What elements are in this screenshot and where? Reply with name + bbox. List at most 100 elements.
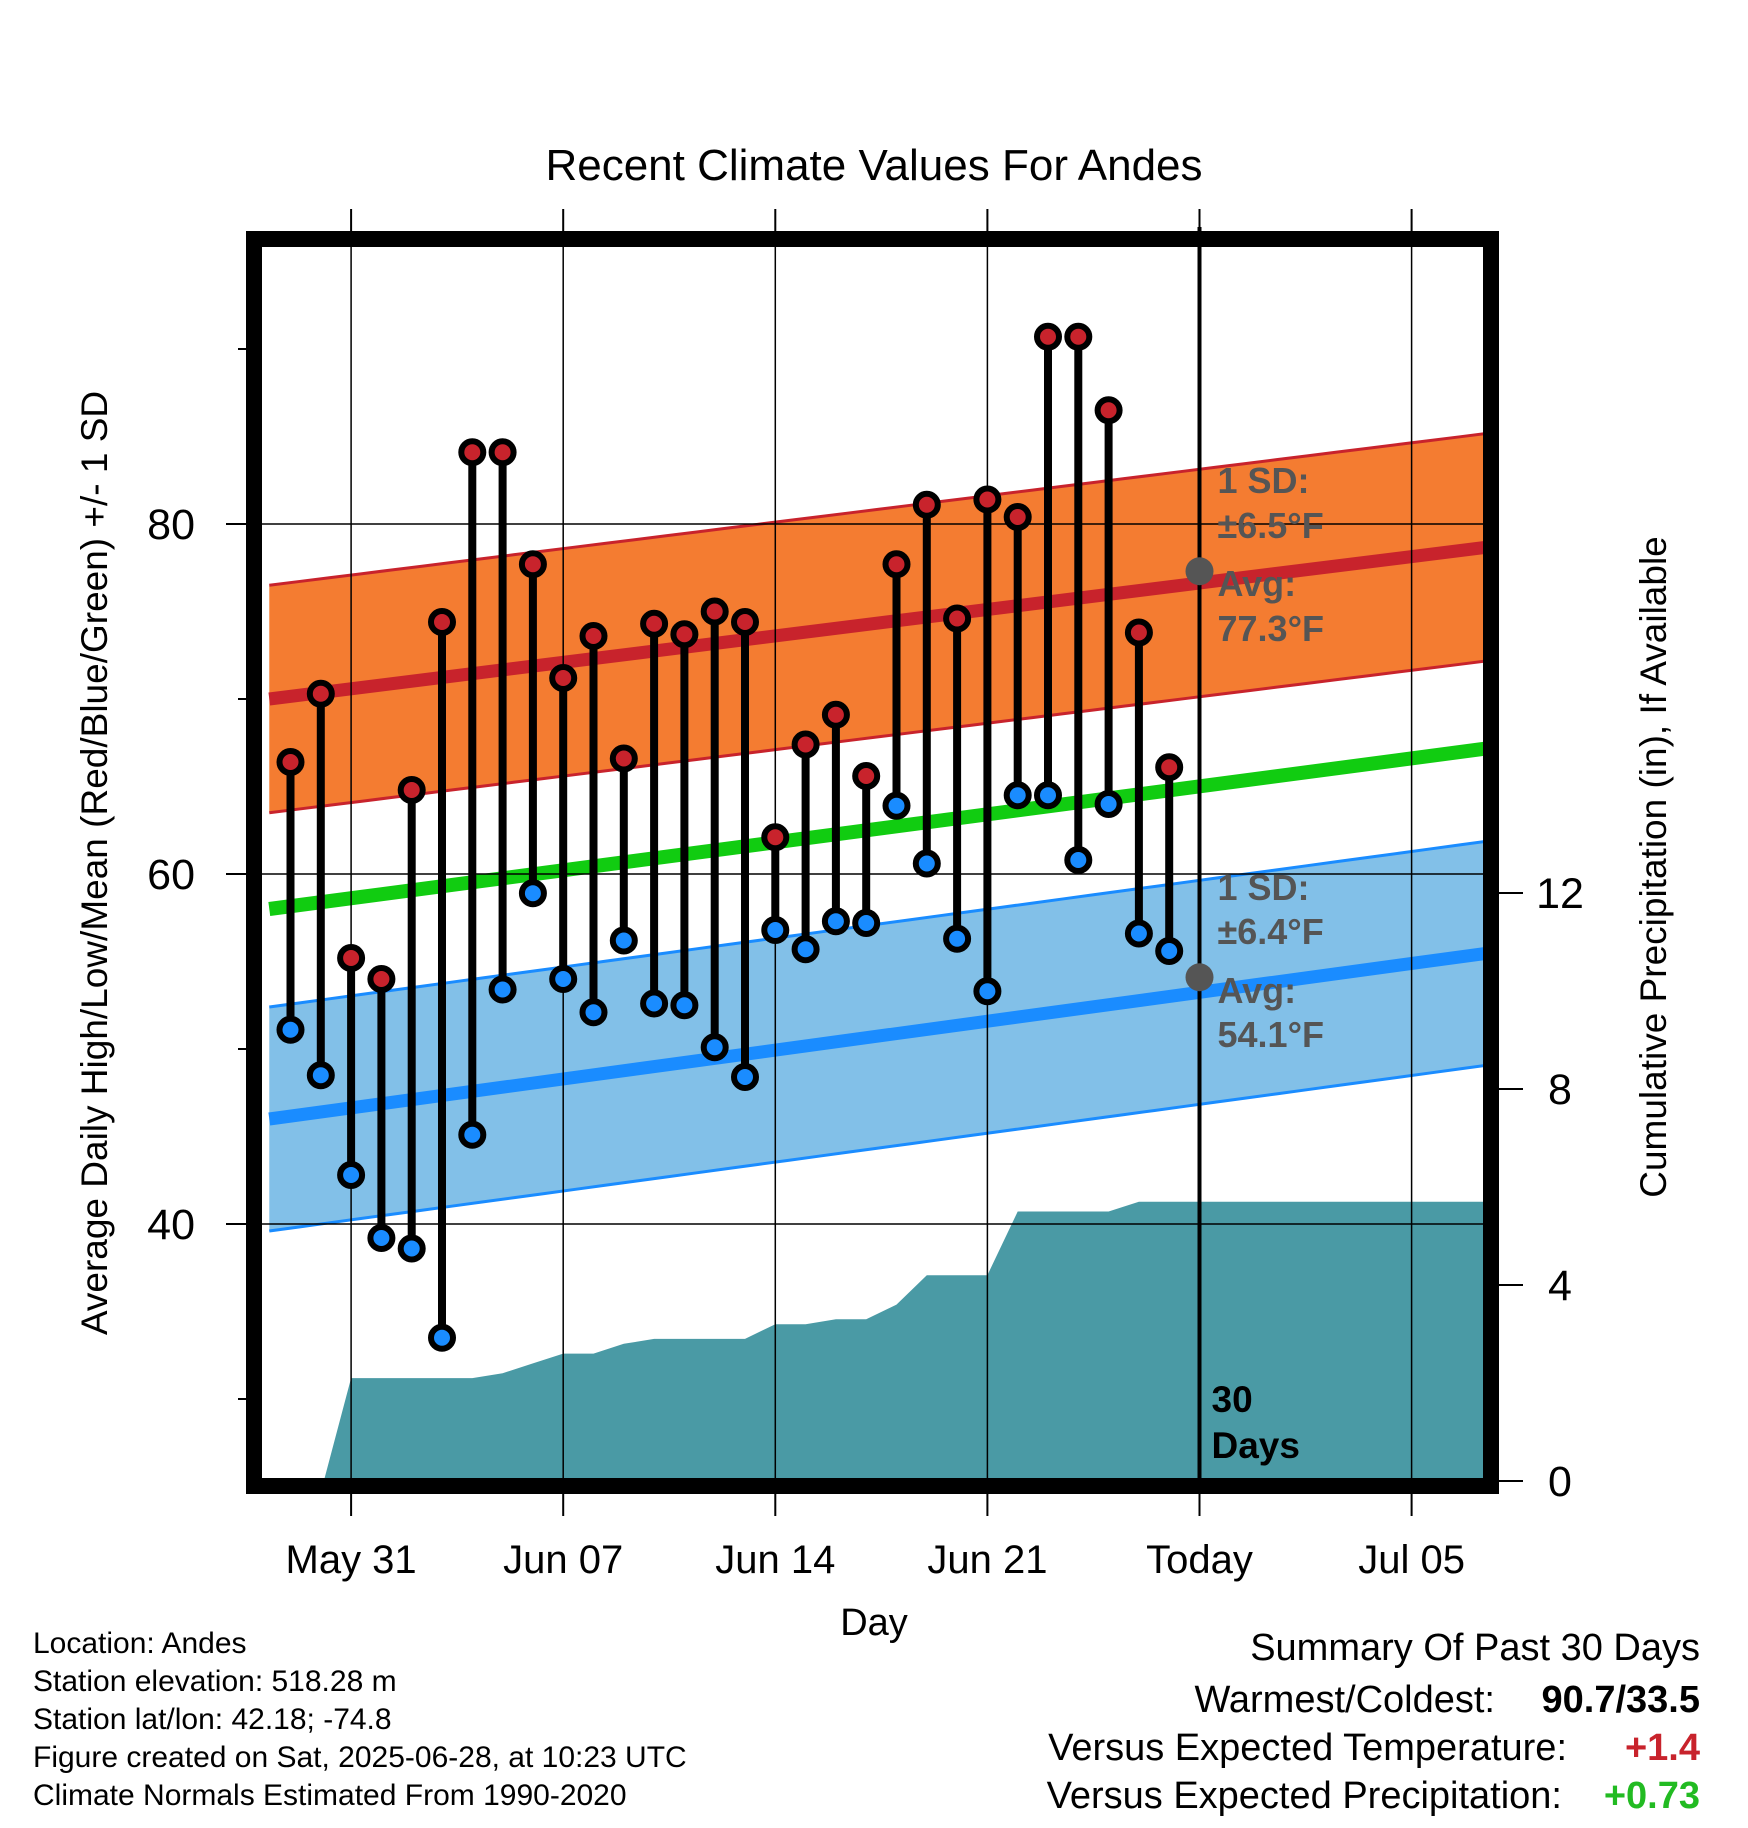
high-point	[306, 679, 335, 708]
low-point	[731, 1063, 759, 1091]
info-elevation: Station elevation: 518.28 m	[33, 1665, 397, 1698]
high-sd-label: 1 SD:	[1218, 460, 1310, 501]
x-tick-label: May 31	[286, 1538, 417, 1582]
y2-tick-label: 8	[1548, 1066, 1572, 1114]
high-point	[670, 620, 699, 649]
y-axis-label: Average Daily High/Low/Mean (Red/Blue/Gr…	[74, 391, 115, 1335]
low-point	[1155, 937, 1184, 965]
high-point	[700, 597, 729, 626]
low-point	[852, 909, 881, 937]
low-point	[518, 879, 547, 908]
low-point	[367, 1224, 396, 1252]
low-point	[700, 1033, 729, 1062]
high-point	[791, 730, 820, 759]
high-point	[852, 762, 881, 790]
low-point	[912, 849, 941, 878]
x-tick-label: Jun 07	[503, 1538, 623, 1582]
high-point	[458, 438, 487, 467]
precip-departure-label: Versus Expected Precipitation:	[1047, 1775, 1562, 1817]
low-point	[761, 916, 790, 944]
low-point	[670, 991, 699, 1020]
plot-content	[262, 247, 1483, 1478]
low-point	[943, 924, 972, 953]
low-point	[397, 1234, 426, 1263]
warm-cold-label: Warmest/Coldest:	[1194, 1679, 1495, 1721]
high-point	[1155, 753, 1184, 782]
high-point	[1064, 322, 1093, 351]
axes: 40 60 80 0 4 8 12 May 31 Jun 07 Jun 14 Jun 21 Today…	[147, 209, 1584, 1582]
high-point	[428, 608, 456, 636]
high-point	[367, 965, 396, 993]
warm-cold-value: 90.7/33.5	[1542, 1679, 1700, 1721]
days-label-number: 30	[1212, 1379, 1253, 1420]
high-point	[1034, 322, 1062, 351]
high-point	[1124, 618, 1153, 647]
y-tick-label: 80	[147, 501, 195, 549]
info-location: Location: Andes	[33, 1627, 247, 1660]
x-tick-label: Jun 14	[715, 1538, 835, 1582]
low-point	[306, 1061, 335, 1090]
low-point	[1064, 846, 1093, 874]
y2-tick-label: 12	[1536, 870, 1584, 918]
station-info: Location: Andes Station elevation: 518.2…	[33, 1627, 687, 1812]
high-point	[1094, 396, 1123, 425]
low-avg-label: Avg:	[1218, 970, 1297, 1011]
temp-departure-label: Versus Expected Temperature:	[1048, 1727, 1567, 1769]
high-avg-value: 77.3°F	[1218, 608, 1324, 649]
high-point	[488, 438, 517, 467]
low-sd-label: 1 SD:	[1218, 867, 1310, 908]
high-point	[731, 608, 759, 636]
low-point	[882, 791, 911, 820]
high-point	[549, 664, 578, 692]
plot-frame	[246, 231, 1499, 1494]
high-point	[397, 776, 426, 804]
low-point	[549, 965, 578, 993]
low-point	[276, 1015, 305, 1044]
high-avg-label: Avg:	[1218, 563, 1297, 604]
low-point	[1003, 781, 1032, 810]
low-point	[488, 975, 517, 1004]
high-point	[579, 622, 608, 650]
low-point	[458, 1120, 487, 1149]
low-point	[973, 977, 1002, 1006]
high-point	[1003, 503, 1032, 531]
today-avg-high-marker	[1185, 557, 1214, 586]
days-label-word: Days	[1212, 1425, 1300, 1466]
today-avg-low-marker	[1185, 963, 1214, 992]
low-point	[1094, 790, 1123, 818]
high-sd-value: ±6.5°F	[1218, 505, 1324, 546]
low-point	[821, 907, 850, 936]
high-point	[609, 744, 638, 773]
summary-title: Summary Of Past 30 Days	[1250, 1627, 1700, 1669]
y-tick-label: 60	[147, 851, 195, 899]
precip-area	[324, 1201, 1483, 1478]
high-point	[337, 944, 366, 972]
y2-tick-label: 4	[1548, 1262, 1572, 1310]
high-point	[761, 823, 790, 852]
high-point	[821, 700, 850, 729]
high-point	[943, 604, 972, 633]
low-sd-band-lower-edge	[269, 1064, 1483, 1233]
temp-departure-value: +1.4	[1625, 1727, 1700, 1769]
high-point	[276, 748, 305, 776]
x-axis-label: Day	[840, 1602, 908, 1644]
high-point	[518, 550, 547, 579]
low-point	[609, 926, 638, 955]
low-avg-value: 54.1°F	[1218, 1014, 1324, 1055]
high-point	[882, 550, 911, 579]
high-point	[912, 490, 941, 519]
low-point	[791, 935, 820, 964]
x-tick-label: Jun 21	[927, 1538, 1047, 1582]
chart-title: Recent Climate Values For Andes	[545, 141, 1202, 190]
low-point	[579, 998, 608, 1027]
low-point	[428, 1323, 456, 1352]
high-point	[640, 609, 669, 638]
summary-panel: Summary Of Past 30 Days Warmest/Coldest:…	[1047, 1627, 1700, 1817]
low-point	[337, 1161, 366, 1189]
high-point	[973, 485, 1002, 514]
low-point	[1034, 781, 1062, 810]
info-normals: Climate Normals Estimated From 1990-2020	[33, 1779, 627, 1812]
x-tick-label: Jul 05	[1358, 1538, 1465, 1582]
